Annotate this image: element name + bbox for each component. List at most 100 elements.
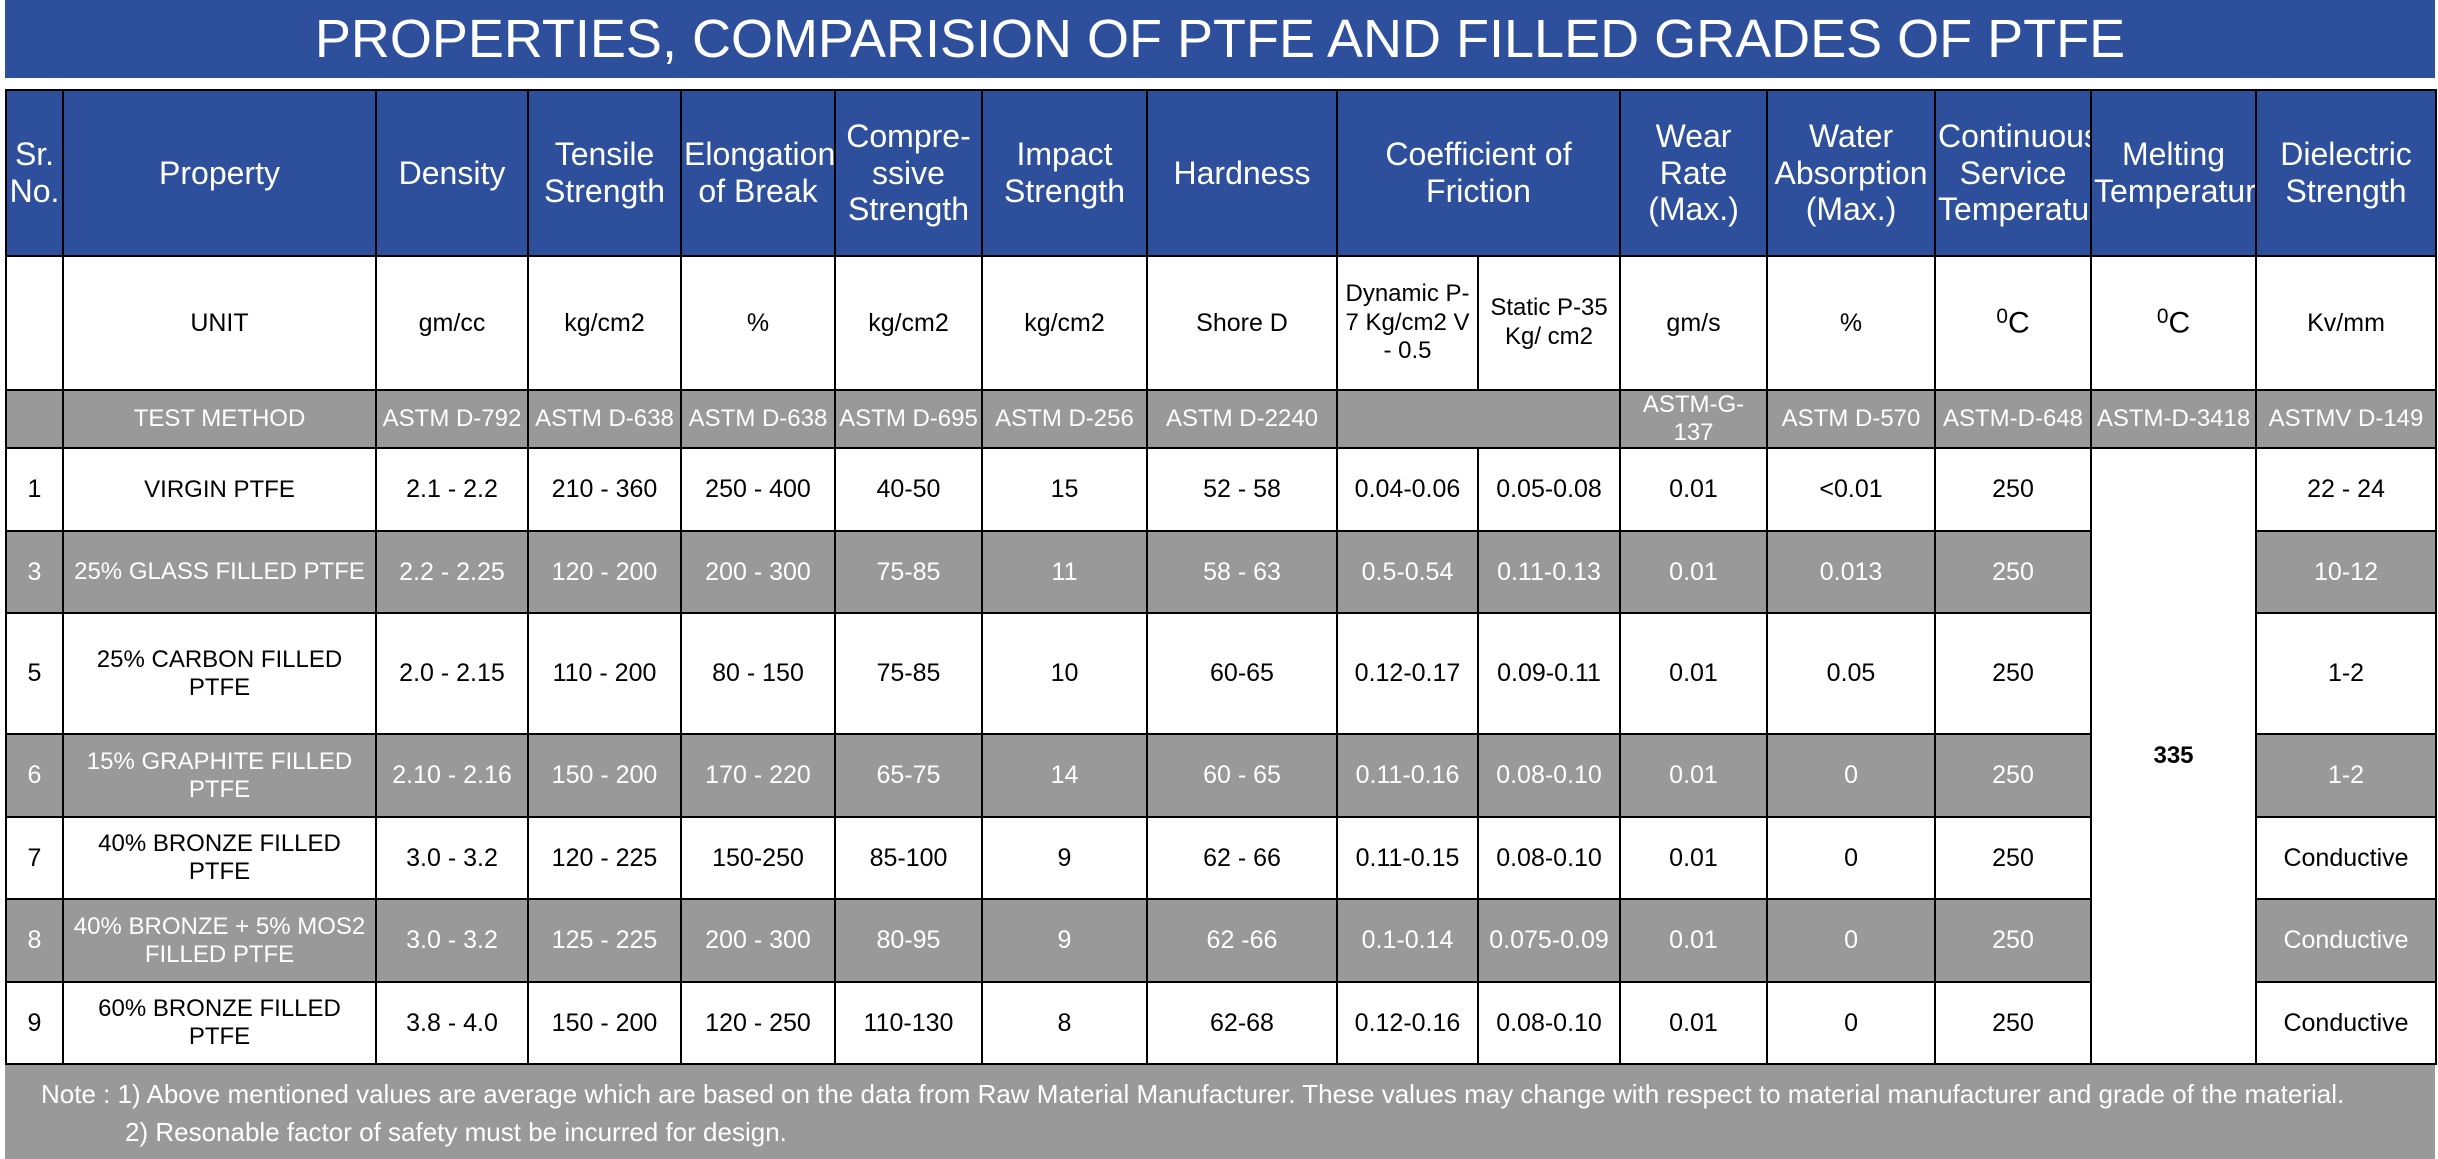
data-cell: 80-95 [834, 898, 983, 983]
data-row: 6 15% GRAPHITE FILLED PTFE 2.10 - 2.16 150 … [5, 733, 2438, 818]
data-cell: 3.0 - 3.2 [375, 816, 529, 900]
data-cell: 8 [981, 981, 1148, 1065]
data-cell: 250 [1934, 981, 2093, 1065]
data-cell: 9 [5, 981, 64, 1065]
header-cell: Continuous Service Temperature [1934, 89, 2093, 257]
data-cell: 0.08-0.10 [1476, 733, 1622, 818]
data-cell: 2.1 - 2.2 [375, 447, 529, 532]
data-cell: 0.11-0.15 [1336, 816, 1479, 900]
unit-cell: 0C [2090, 255, 2258, 391]
data-cell: 0.11-0.16 [1336, 733, 1479, 818]
note: Note : 1) Above mentioned values are ave… [5, 1065, 2435, 1159]
data-cell: 0.1-0.14 [1336, 898, 1479, 983]
data-cell: 1-2 [2255, 733, 2438, 818]
data-cell: 1 [5, 447, 64, 532]
data-cell: 0.01 [1619, 530, 1769, 614]
data-cell: Conductive [2255, 981, 2438, 1065]
data-row: 1 VIRGIN PTFE 2.1 - 2.2 210 - 360 250 - 400 4… [5, 447, 2438, 1065]
data-cell: 0 [1766, 733, 1937, 818]
data-cell: 0 [1766, 816, 1937, 900]
data-cell: 40% BRONZE + 5% MOS2 FILLED PTFE [62, 898, 377, 983]
data-cell: <0.01 [1766, 447, 1937, 532]
test-method-row: TEST METHOD ASTM D-792 ASTM D-638 ASTM D-63… [5, 389, 2438, 449]
data-cell: 75-85 [834, 612, 983, 735]
data-cell: 62-68 [1146, 981, 1338, 1065]
data-cell: 9 [981, 898, 1148, 983]
unit-sup: 0 [1996, 305, 2008, 329]
data-cell: 250 - 400 [680, 447, 836, 532]
unit-cell: % [1766, 255, 1937, 391]
data-cell: 3.8 - 4.0 [375, 981, 529, 1065]
data-cell: 3.0 - 3.2 [375, 898, 529, 983]
data-cell: VIRGIN PTFE [62, 447, 377, 532]
unit-cell: gm/cc [375, 255, 529, 391]
data-cell: 0.12-0.16 [1336, 981, 1479, 1065]
empty-cell [5, 389, 64, 449]
note-line: 2) Resonable factor of safety must be in… [125, 1117, 787, 1147]
data-cell: 0.01 [1619, 733, 1769, 818]
data-cell: 0.08-0.10 [1476, 816, 1622, 900]
unit-cell: Dynamic P-7 Kg/cm2 V - 0.5 [1336, 255, 1479, 391]
header-cell: Dielectric Strength [2255, 89, 2438, 257]
data-cell: 60% BRONZE FILLED PTFE [62, 981, 377, 1065]
unit-cell: Static P-35 Kg/ cm2 [1476, 255, 1622, 391]
data-cell: 11 [981, 530, 1148, 614]
data-cell: 170 - 220 [680, 733, 836, 818]
data-cell: 0.05 [1766, 612, 1937, 735]
data-cell: 0.04-0.06 [1336, 447, 1479, 532]
data-cell: 210 - 360 [527, 447, 682, 532]
data-cell: 62 - 66 [1146, 816, 1338, 900]
header-cell: Melting Temperature [2090, 89, 2258, 257]
unit-cell: % [680, 255, 836, 391]
data-cell: 110-130 [834, 981, 983, 1065]
data-cell: 250 [1934, 898, 2093, 983]
data-cell: 85-100 [834, 816, 983, 900]
data-cell: 0.013 [1766, 530, 1937, 614]
data-row: 5 25% CARBON FILLED PTFE 2.0 - 2.15 110 - 2… [5, 612, 2438, 735]
data-cell: 10 [981, 612, 1148, 735]
test-method-cell: ASTM-D-648 [1934, 389, 2093, 449]
data-cell: 7 [5, 816, 64, 900]
data-cell: 25% CARBON FILLED PTFE [62, 612, 377, 735]
data-cell: 2.0 - 2.15 [375, 612, 529, 735]
header-cell: Tensile Strength [527, 89, 682, 257]
unit-cell: Shore D [1146, 255, 1338, 391]
properties-table: Sr. No. Property Density Tensile Strength El… [5, 89, 2438, 1065]
data-cell: 5 [5, 612, 64, 735]
header-row: Sr. No. Property Density Tensile Strength El… [5, 89, 2438, 257]
data-cell: 120 - 225 [527, 816, 682, 900]
test-method-cell: ASTM D-792 [375, 389, 529, 449]
data-cell: 40% BRONZE FILLED PTFE [62, 816, 377, 900]
unit-cell: kg/cm2 [981, 255, 1148, 391]
data-cell: 2.10 - 2.16 [375, 733, 529, 818]
data-cell: 250 [1934, 530, 2093, 614]
note-line: Note : 1) Above mentioned values are ave… [41, 1079, 2345, 1109]
data-cell: 22 - 24 [2255, 447, 2438, 532]
data-row: 8 40% BRONZE + 5% MOS2 FILLED PTFE 3.0 - 3… [5, 898, 2438, 983]
unit-base: C [2168, 306, 2191, 340]
test-method-cell: TEST METHOD [62, 389, 377, 449]
data-cell: 0.09-0.11 [1476, 612, 1622, 735]
data-cell: Conductive [2255, 816, 2438, 900]
data-cell: 8 [5, 898, 64, 983]
data-cell: 200 - 300 [680, 530, 836, 614]
data-cell: 60-65 [1146, 612, 1338, 735]
unit-base: C [2007, 306, 2030, 340]
unit-cell: kg/cm2 [527, 255, 682, 391]
data-cell: 0.08-0.10 [1476, 981, 1622, 1065]
header-cell: Property [62, 89, 377, 257]
data-cell: 110 - 200 [527, 612, 682, 735]
test-method-cell: ASTM D-2240 [1146, 389, 1338, 449]
empty-cell [5, 255, 64, 391]
data-cell: 250 [1934, 816, 2093, 900]
unit-row: UNIT gm/cc kg/cm2% kg/cm2 kg/cm2 Shore D Dynam… [5, 255, 2438, 391]
unit-cell: Kv/mm [2255, 255, 2438, 391]
data-cell: 0.01 [1619, 816, 1769, 900]
data-cell: 0.01 [1619, 447, 1769, 532]
data-cell: 6 [5, 733, 64, 818]
data-cell: 40-50 [834, 447, 983, 532]
data-cell: 250 [1934, 612, 2093, 735]
unit-cell: kg/cm2 [834, 255, 983, 391]
data-cell: 120 - 200 [527, 530, 682, 614]
